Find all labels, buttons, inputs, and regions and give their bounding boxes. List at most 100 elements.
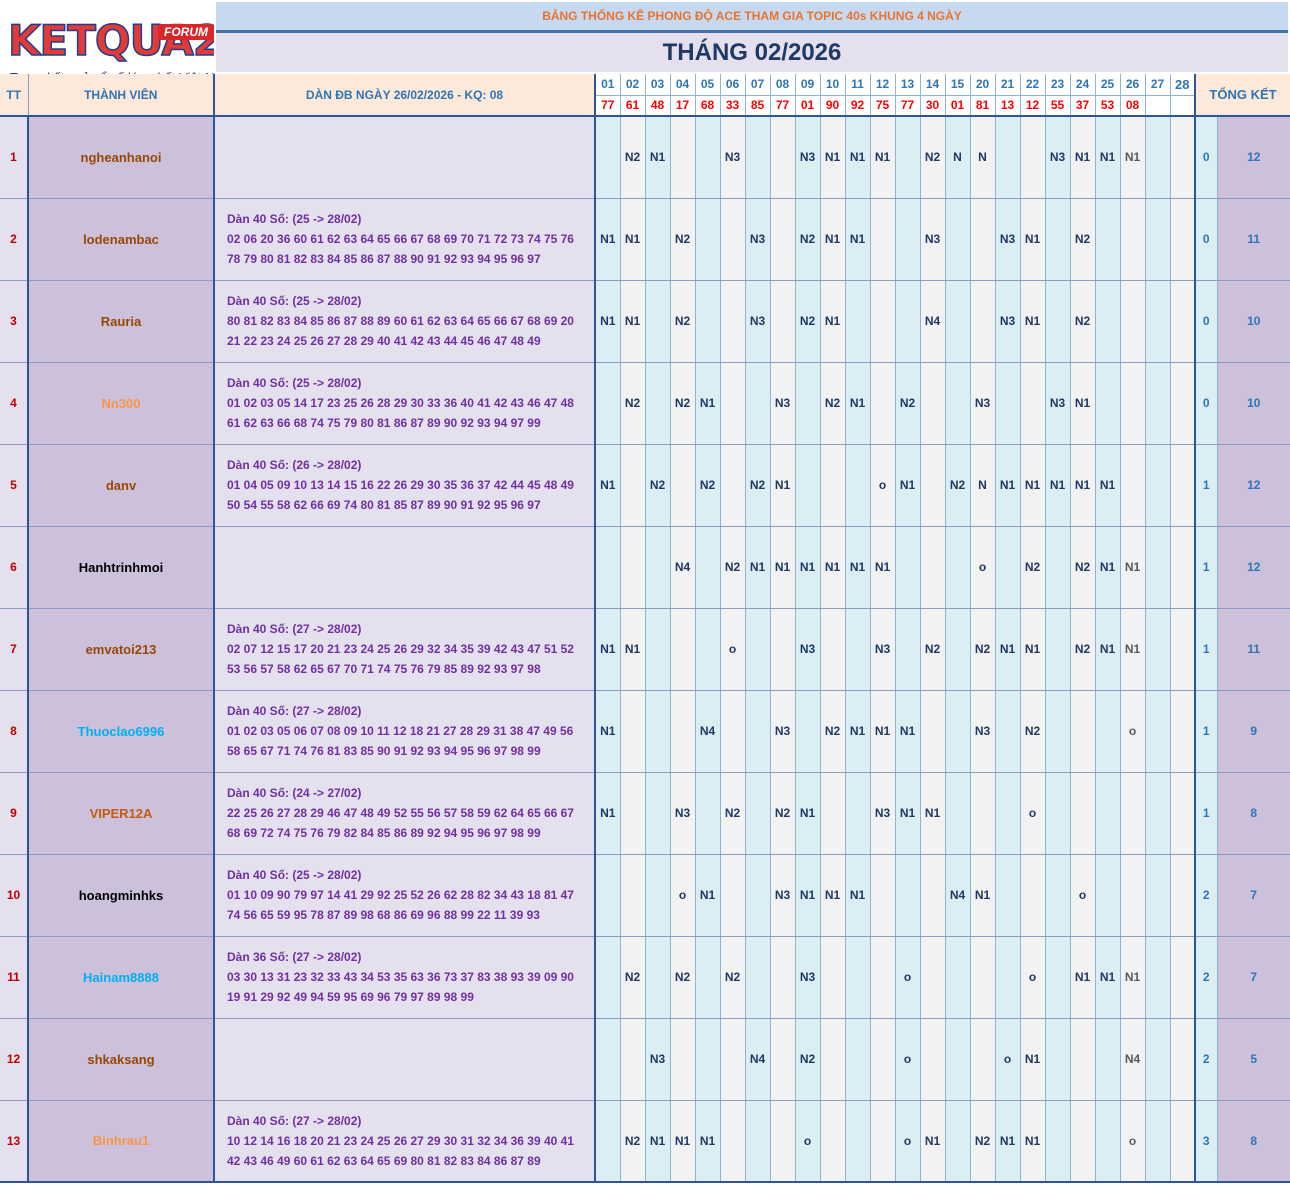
- day-mark: [820, 608, 846, 691]
- day-mark: N1: [820, 198, 846, 281]
- member-name[interactable]: hoangminhks: [28, 854, 215, 937]
- total-count: 10: [1217, 280, 1290, 363]
- day-header: 25: [1095, 74, 1121, 96]
- dan-line: 50 54 55 58 62 66 69 74 80 81 85 87 89 9…: [227, 498, 541, 512]
- day-mark: [595, 362, 621, 445]
- day-mark: [945, 1100, 971, 1183]
- day-mark: N2: [820, 690, 846, 773]
- day-mark: [1045, 608, 1071, 691]
- dan-line: 21 22 23 24 25 26 27 28 29 40 41 42 43 4…: [227, 334, 541, 348]
- day-header: 27: [1145, 74, 1171, 96]
- day-mark: [1170, 690, 1196, 773]
- member-name[interactable]: danv: [28, 444, 215, 527]
- member-name[interactable]: VIPER12A: [28, 772, 215, 855]
- table-row: 3 Rauria Dàn 40 Số: (25 -> 28/02) 80 81 82 …: [0, 280, 1290, 363]
- day-mark: N1: [995, 444, 1021, 527]
- day-mark: [995, 690, 1021, 773]
- day-mark: [1145, 772, 1171, 855]
- member-name[interactable]: Thuoclao6996: [28, 690, 215, 773]
- day-mark: [945, 936, 971, 1019]
- dan-numbers: [214, 526, 596, 609]
- member-name[interactable]: Nn300: [28, 362, 215, 445]
- day-mark: N1: [920, 1100, 946, 1183]
- day-mark: [770, 1018, 796, 1101]
- table-row: 2 lodenambac Dàn 40 Số: (25 -> 28/02) 02 06…: [0, 198, 1290, 281]
- day-mark: [720, 280, 746, 363]
- total-count: 5: [1217, 1018, 1290, 1101]
- table-row: 7 emvatoi213 Dàn 40 Số: (27 -> 28/02) 02 07…: [0, 608, 1290, 691]
- day-mark: N2: [620, 116, 646, 199]
- dan-numbers: Dàn 40 Số: (26 -> 28/02) 01 04 05 09 10 1…: [214, 444, 596, 527]
- day-mark: [645, 280, 671, 363]
- day-mark: [1095, 854, 1121, 937]
- day-mark: [1020, 116, 1046, 199]
- day-mark: N1: [770, 526, 796, 609]
- day-result: 55: [1045, 95, 1071, 117]
- day-mark: N1: [1045, 444, 1071, 527]
- total-count: 8: [1217, 1100, 1290, 1183]
- day-result: 30: [920, 95, 946, 117]
- dan-numbers: Dàn 40 Số: (25 -> 28/02) 80 81 82 83 84 8…: [214, 280, 596, 363]
- member-name[interactable]: lodenambac: [28, 198, 215, 281]
- day-mark: [1145, 1018, 1171, 1101]
- day-mark: N1: [1020, 1018, 1046, 1101]
- day-mark: [1095, 690, 1121, 773]
- day-mark: [1170, 772, 1196, 855]
- dan-line: 02 06 20 36 60 61 62 63 64 65 66 67 68 6…: [227, 232, 574, 246]
- day-mark: N1: [1095, 116, 1121, 199]
- member-name[interactable]: Binhrau1: [28, 1100, 215, 1183]
- dan-line: 74 56 65 59 95 78 87 89 98 68 86 69 96 8…: [227, 908, 540, 922]
- day-mark: N2: [1070, 526, 1096, 609]
- day-mark: [595, 936, 621, 1019]
- member-name[interactable]: ngheanhanoi: [28, 116, 215, 199]
- day-mark: o: [970, 526, 996, 609]
- day-mark: [720, 198, 746, 281]
- day-mark: N1: [970, 854, 996, 937]
- member-name[interactable]: emvatoi213: [28, 608, 215, 691]
- day-mark: [945, 690, 971, 773]
- day-mark: N2: [1070, 608, 1096, 691]
- day-mark: N2: [670, 936, 696, 1019]
- day-mark: [770, 198, 796, 281]
- day-mark: [795, 362, 821, 445]
- day-mark: [870, 198, 896, 281]
- member-name[interactable]: Hanhtrinhmoi: [28, 526, 215, 609]
- day-mark: N4: [670, 526, 696, 609]
- day-mark: [920, 690, 946, 773]
- day-mark: [645, 854, 671, 937]
- day-mark: [970, 198, 996, 281]
- table-header: TT THÀNH VIÊN DÀN ĐB NGÀY 26/02/2026 - KQ:…: [0, 74, 1290, 117]
- day-mark: [870, 1100, 896, 1183]
- day-mark: [1120, 198, 1146, 281]
- dan-title: Dàn 40 Số: (25 -> 28/02): [227, 868, 362, 882]
- day-mark: N1: [1120, 936, 1146, 1019]
- day-mark: [795, 690, 821, 773]
- row-number: 5: [0, 444, 29, 527]
- day-mark: [695, 526, 721, 609]
- day-mark: N1: [920, 772, 946, 855]
- day-mark: N3: [795, 116, 821, 199]
- win-count: 1: [1195, 608, 1218, 691]
- day-mark: N3: [795, 936, 821, 1019]
- day-mark: N1: [995, 1100, 1021, 1183]
- day-mark: N1: [820, 116, 846, 199]
- day-mark: [695, 936, 721, 1019]
- day-mark: [970, 772, 996, 855]
- day-result: 77: [770, 95, 796, 117]
- row-number: 6: [0, 526, 29, 609]
- day-result: 77: [595, 95, 621, 117]
- total-count: 7: [1217, 936, 1290, 1019]
- day-mark: [695, 198, 721, 281]
- day-mark: [1120, 854, 1146, 937]
- member-name[interactable]: shkaksang: [28, 1018, 215, 1101]
- member-name[interactable]: Hainam8888: [28, 936, 215, 1019]
- member-name[interactable]: Rauria: [28, 280, 215, 363]
- day-mark: [945, 280, 971, 363]
- day-mark: [745, 854, 771, 937]
- day-mark: N: [970, 444, 996, 527]
- day-mark: [970, 936, 996, 1019]
- day-mark: N1: [1095, 608, 1121, 691]
- day-mark: o: [870, 444, 896, 527]
- day-mark: N2: [620, 936, 646, 1019]
- day-mark: [970, 280, 996, 363]
